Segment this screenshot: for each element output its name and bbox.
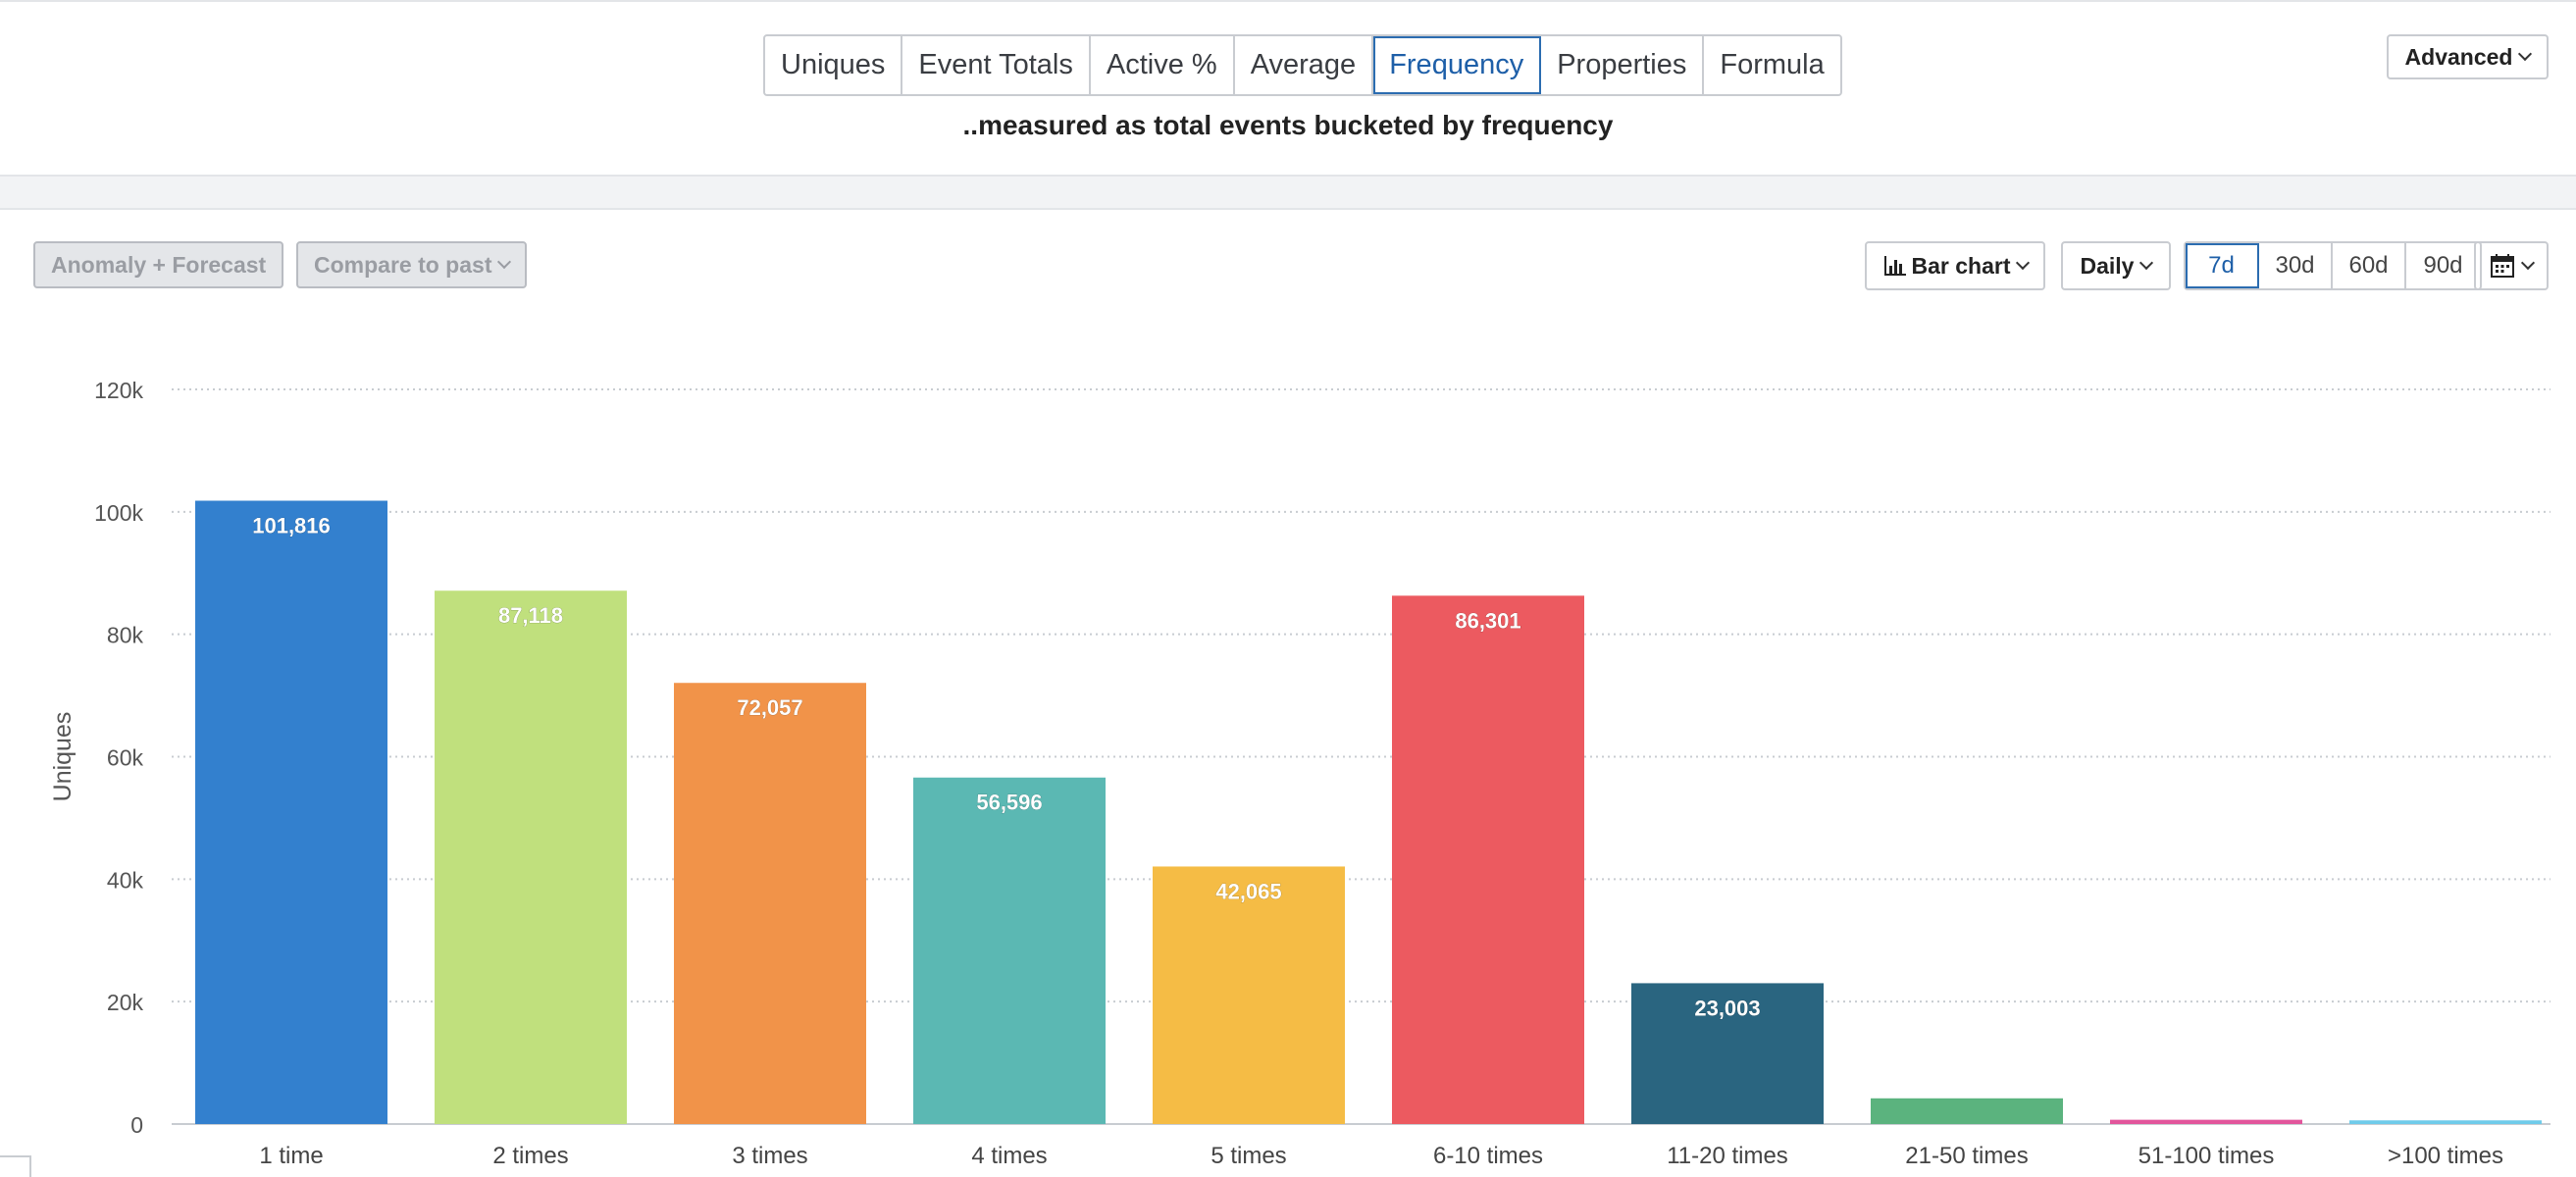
bar-3[interactable] [674,683,866,1124]
tab-properties[interactable]: Properties [1541,36,1705,94]
y-axis-label: Uniques [49,712,77,802]
x-tick-label: 4 times [971,1143,1047,1169]
section-divider [0,175,2576,210]
compare-to-past-label: Compare to past [314,251,492,278]
chevron-down-icon [2518,46,2533,62]
bar-value-label: 72,057 [737,695,802,720]
bar-10[interactable] [2349,1120,2542,1124]
y-tick-label: 40k [107,867,144,893]
bar-1[interactable] [195,500,387,1124]
bar-6[interactable] [1392,595,1584,1124]
x-tick-label: 1 time [259,1143,323,1169]
anomaly-forecast-label: Anomaly + Forecast [51,251,267,278]
y-tick-label: 60k [107,745,144,771]
x-tick-label: 5 times [1211,1143,1286,1169]
chart-type-label: Bar chart [1911,252,2011,279]
x-tick-label: 3 times [732,1143,807,1169]
y-tick-label: 100k [94,500,143,526]
metric-tabs: Uniques Event Totals Active % Average Freque… [763,34,1842,96]
bar-5[interactable] [1153,866,1345,1124]
chevron-down-icon [2016,255,2031,271]
advanced-button[interactable]: Advanced [2387,34,2549,79]
tab-uniques[interactable]: Uniques [765,36,903,94]
tab-active[interactable]: Active % [1091,36,1235,94]
bar-value-label: 101,816 [252,513,331,537]
metric-subtitle: ..measured as total events bucketed by f… [962,110,1614,140]
bar-8[interactable] [1871,1098,2063,1124]
interval-label: Daily [2080,252,2135,279]
anomaly-forecast-button[interactable]: Anomaly + Forecast [33,241,284,288]
frequency-bar-chart: 0 20k 40k 60k 80k 100k 120k Uniques 101,816 1 tim… [49,378,2550,1169]
chevron-down-icon [497,254,512,270]
bar-9[interactable] [2110,1119,2302,1124]
compare-to-past-button[interactable]: Compare to past [296,241,528,288]
advanced-label: Advanced [2404,43,2513,70]
tab-frequency[interactable]: Frequency [1373,36,1542,94]
x-tick-label: 51-100 times [2138,1143,2275,1169]
bar-value-label: 87,118 [498,603,563,628]
corner-handle [0,1155,31,1177]
x-tick-label: >100 times [2388,1143,2503,1169]
y-tick-label: 20k [107,990,144,1015]
x-tick-label: 6-10 times [1433,1143,1543,1169]
range-90d[interactable]: 90d [2423,252,2463,279]
date-range-selector: 7d 30d 60d 90d [2184,241,2482,290]
tab-formula[interactable]: Formula [1720,49,1825,80]
top-border [0,0,2576,2]
tab-event-totals[interactable]: Event Totals [902,36,1091,94]
x-tick-label: 11-20 times [1667,1143,1788,1169]
chart-type-dropdown[interactable]: Bar chart [1865,241,2045,290]
tab-average[interactable]: Average [1235,36,1374,94]
bar-value-label: 42,065 [1215,879,1281,903]
y-tick-label: 80k [107,623,144,648]
interval-dropdown[interactable]: Daily [2061,241,2171,290]
x-tick-label: 21-50 times [1905,1143,2028,1169]
bar-value-label: 23,003 [1694,996,1760,1020]
x-tick-label: 2 times [492,1143,568,1169]
calendar-dropdown[interactable] [2474,241,2549,290]
range-30d[interactable]: 30d [2259,243,2333,288]
bar-7[interactable] [1631,983,1824,1124]
bar-chart-icon [1883,256,1906,276]
chevron-down-icon [2139,255,2154,271]
range-7d[interactable]: 7d [2186,243,2259,288]
chevron-down-icon [2520,255,2536,271]
bar-4[interactable] [913,777,1106,1124]
bar-value-label: 86,301 [1455,608,1520,633]
calendar-icon [2491,254,2514,278]
y-tick-label: 120k [94,378,143,403]
range-60d[interactable]: 60d [2333,243,2406,288]
y-tick-label: 0 [130,1112,143,1138]
bar-value-label: 56,596 [976,791,1042,815]
bar-2[interactable] [435,590,627,1124]
